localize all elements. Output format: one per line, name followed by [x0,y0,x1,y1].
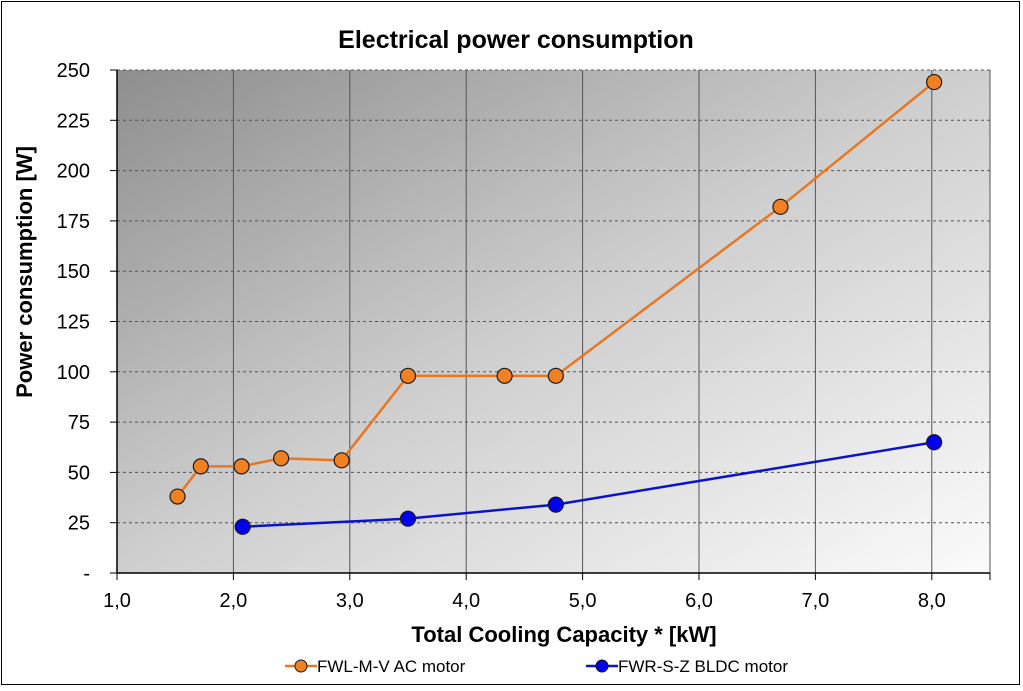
legend-label-0: FWL-M-V AC motor [317,657,466,676]
x-tick-label: 7,0 [801,590,829,612]
y-tick-label: 175 [57,211,90,233]
y-tick-label: 75 [68,412,90,434]
x-tick-label: 6,0 [685,590,713,612]
y-tick-label: 50 [68,462,90,484]
y-axis-label: Power consumption [W] [12,146,37,398]
series-1-point [547,496,564,513]
series-0-point [233,458,250,475]
x-tick-label: 8,0 [918,590,946,612]
legend-label-1: FWR-S-Z BLDC motor [618,657,788,676]
series-line-0 [176,81,935,498]
series-0-point [169,488,186,505]
legend: FWL-M-V AC motor FWR-S-Z BLDC motor [285,657,788,676]
series-0-point [496,367,513,384]
y-tick-label: 250 [57,60,90,82]
series-0-point [547,367,564,384]
y-tick-label: 200 [57,161,90,183]
y-tick-label: 150 [57,261,90,283]
series-0-point [192,458,209,475]
x-tick-label: 2,0 [219,590,247,612]
x-axis-label: Total Cooling Capacity * [kW] [411,622,716,647]
x-tick-label: 4,0 [452,590,480,612]
legend-marker-0 [294,659,308,673]
series-0-point [333,452,350,469]
y-tick-label: - [83,563,90,585]
series-0-point [772,198,789,215]
x-tick-label: 1,0 [103,590,131,612]
chart-title: Electrical power consumption [338,26,694,54]
series-1-point [399,510,417,527]
series-0-point [926,73,943,91]
x-tick-label: 5,0 [569,590,597,612]
series-0-point [399,367,417,384]
series-0-point [273,450,290,467]
y-tick-label: 25 [68,513,90,535]
series-1-point [926,434,943,451]
series [169,73,943,535]
y-tick-label: 225 [57,110,90,132]
x-tick-label: 3,0 [336,590,364,612]
y-tick-label: 100 [57,362,90,384]
series-line-1 [242,440,935,528]
legend-marker-1 [595,659,609,673]
y-tick-label: 125 [57,312,90,334]
series-1-point [234,518,251,535]
axes: - 25 50 75 100 125 150 175 200 225 250 1,0 2,0 3,0 4,0… [57,60,991,612]
